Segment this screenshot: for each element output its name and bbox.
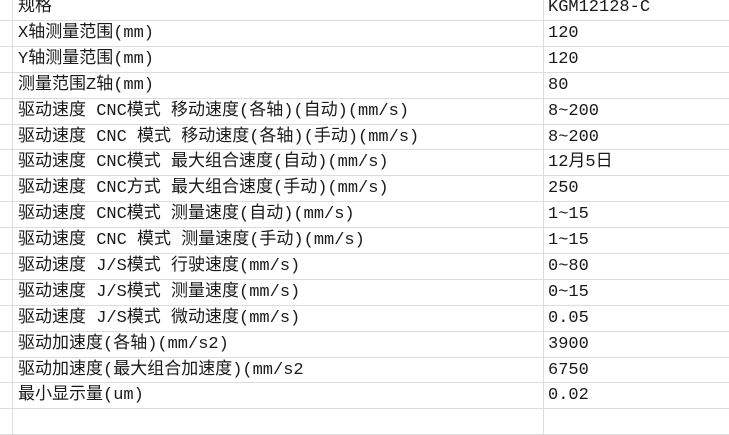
table-row: 驱动速度 CNC模式 测量速度(自动)(mm/s) 1~15	[0, 202, 729, 229]
spec-label-cell[interactable]: 驱动速度 CNC模式 最大组合速度(自动)(mm/s)	[12, 150, 543, 176]
spec-value-cell[interactable]: 0~80	[543, 254, 729, 280]
table-row: 驱动速度 CNC模式 最大组合速度(自动)(mm/s) 12月5日	[0, 150, 729, 177]
spec-label-cell[interactable]: 驱动速度 CNC模式 测量速度(自动)(mm/s)	[12, 202, 543, 228]
table-row: 规格 KGM12128-C	[0, 0, 729, 21]
table-row: 驱动速度 CNC 模式 移动速度(各轴)(手动)(mm/s) 8~200	[0, 124, 729, 151]
spec-label-cell[interactable]: 最小显示量(um)	[12, 383, 543, 409]
spec-label-cell[interactable]: 驱动速度 CNC 模式 移动速度(各轴)(手动)(mm/s)	[12, 124, 543, 150]
spec-value-cell[interactable]: 0~15	[543, 279, 729, 305]
spec-value-cell[interactable]	[543, 409, 729, 435]
spec-label-cell[interactable]: 测量范围Z轴(mm)	[12, 72, 543, 98]
table-row: 驱动加速度(最大组合加速度)(mm/s2 6750	[0, 357, 729, 384]
table-row: Y轴测量范围(mm) 120	[0, 46, 729, 73]
spec-value-cell[interactable]: 0.02	[543, 383, 729, 409]
spec-label-cell[interactable]: 驱动速度 J/S模式 行驶速度(mm/s)	[12, 254, 543, 280]
table-row: 驱动速度 J/S模式 测量速度(mm/s) 0~15	[0, 279, 729, 306]
spec-label-cell[interactable]: Y轴测量范围(mm)	[12, 46, 543, 72]
spec-value-cell[interactable]: KGM12128-C	[543, 0, 729, 21]
spec-value-cell[interactable]: 1~15	[543, 228, 729, 254]
table-row: 测量范围Z轴(mm) 80	[0, 72, 729, 99]
table-row: 最小显示量(um) 0.02	[0, 383, 729, 410]
table-row: 驱动速度 CNC 模式 测量速度(手动)(mm/s) 1~15	[0, 228, 729, 255]
spec-label-cell[interactable]: 驱动速度 CNC 模式 测量速度(手动)(mm/s)	[12, 228, 543, 254]
spec-label-cell[interactable]: 规格	[12, 0, 543, 21]
spec-value-cell[interactable]: 0.05	[543, 305, 729, 331]
spec-label-cell[interactable]: 驱动速度 J/S模式 微动速度(mm/s)	[12, 305, 543, 331]
spec-value-cell[interactable]: 12月5日	[543, 150, 729, 176]
table-row: 驱动速度 CNC方式 最大组合速度(手动)(mm/s) 250	[0, 176, 729, 203]
spec-value-cell[interactable]: 8~200	[543, 124, 729, 150]
spec-label-cell[interactable]: 驱动速度 CNC模式 移动速度(各轴)(自动)(mm/s)	[12, 98, 543, 124]
table-row: 驱动速度 CNC模式 移动速度(各轴)(自动)(mm/s) 8~200	[0, 98, 729, 125]
table-row: 驱动加速度(各轴)(mm/s2) 3900	[0, 331, 729, 358]
spec-label-cell[interactable]: 驱动速度 CNC方式 最大组合速度(手动)(mm/s)	[12, 176, 543, 202]
spec-label-cell[interactable]: 驱动加速度(各轴)(mm/s2)	[12, 331, 543, 357]
spec-value-cell[interactable]: 120	[543, 46, 729, 72]
table-row: 驱动速度 J/S模式 微动速度(mm/s) 0.05	[0, 305, 729, 332]
spec-value-cell[interactable]: 3900	[543, 331, 729, 357]
spec-value-cell[interactable]: 120	[543, 21, 729, 46]
spec-value-cell[interactable]: 80	[543, 72, 729, 98]
spec-label-cell[interactable]: 驱动速度 J/S模式 测量速度(mm/s)	[12, 279, 543, 305]
spec-label-cell[interactable]	[12, 409, 543, 435]
table-row	[0, 409, 729, 435]
spec-label-cell[interactable]: X轴测量范围(mm)	[12, 21, 543, 46]
table-row: 驱动速度 J/S模式 行驶速度(mm/s) 0~80	[0, 254, 729, 280]
spec-value-cell[interactable]: 6750	[543, 357, 729, 383]
spec-value-cell[interactable]: 8~200	[543, 98, 729, 124]
table-row: X轴测量范围(mm) 120	[0, 21, 729, 47]
spec-value-cell[interactable]: 1~15	[543, 202, 729, 228]
spec-label-cell[interactable]: 驱动加速度(最大组合加速度)(mm/s2	[12, 357, 543, 383]
spec-value-cell[interactable]: 250	[543, 176, 729, 202]
